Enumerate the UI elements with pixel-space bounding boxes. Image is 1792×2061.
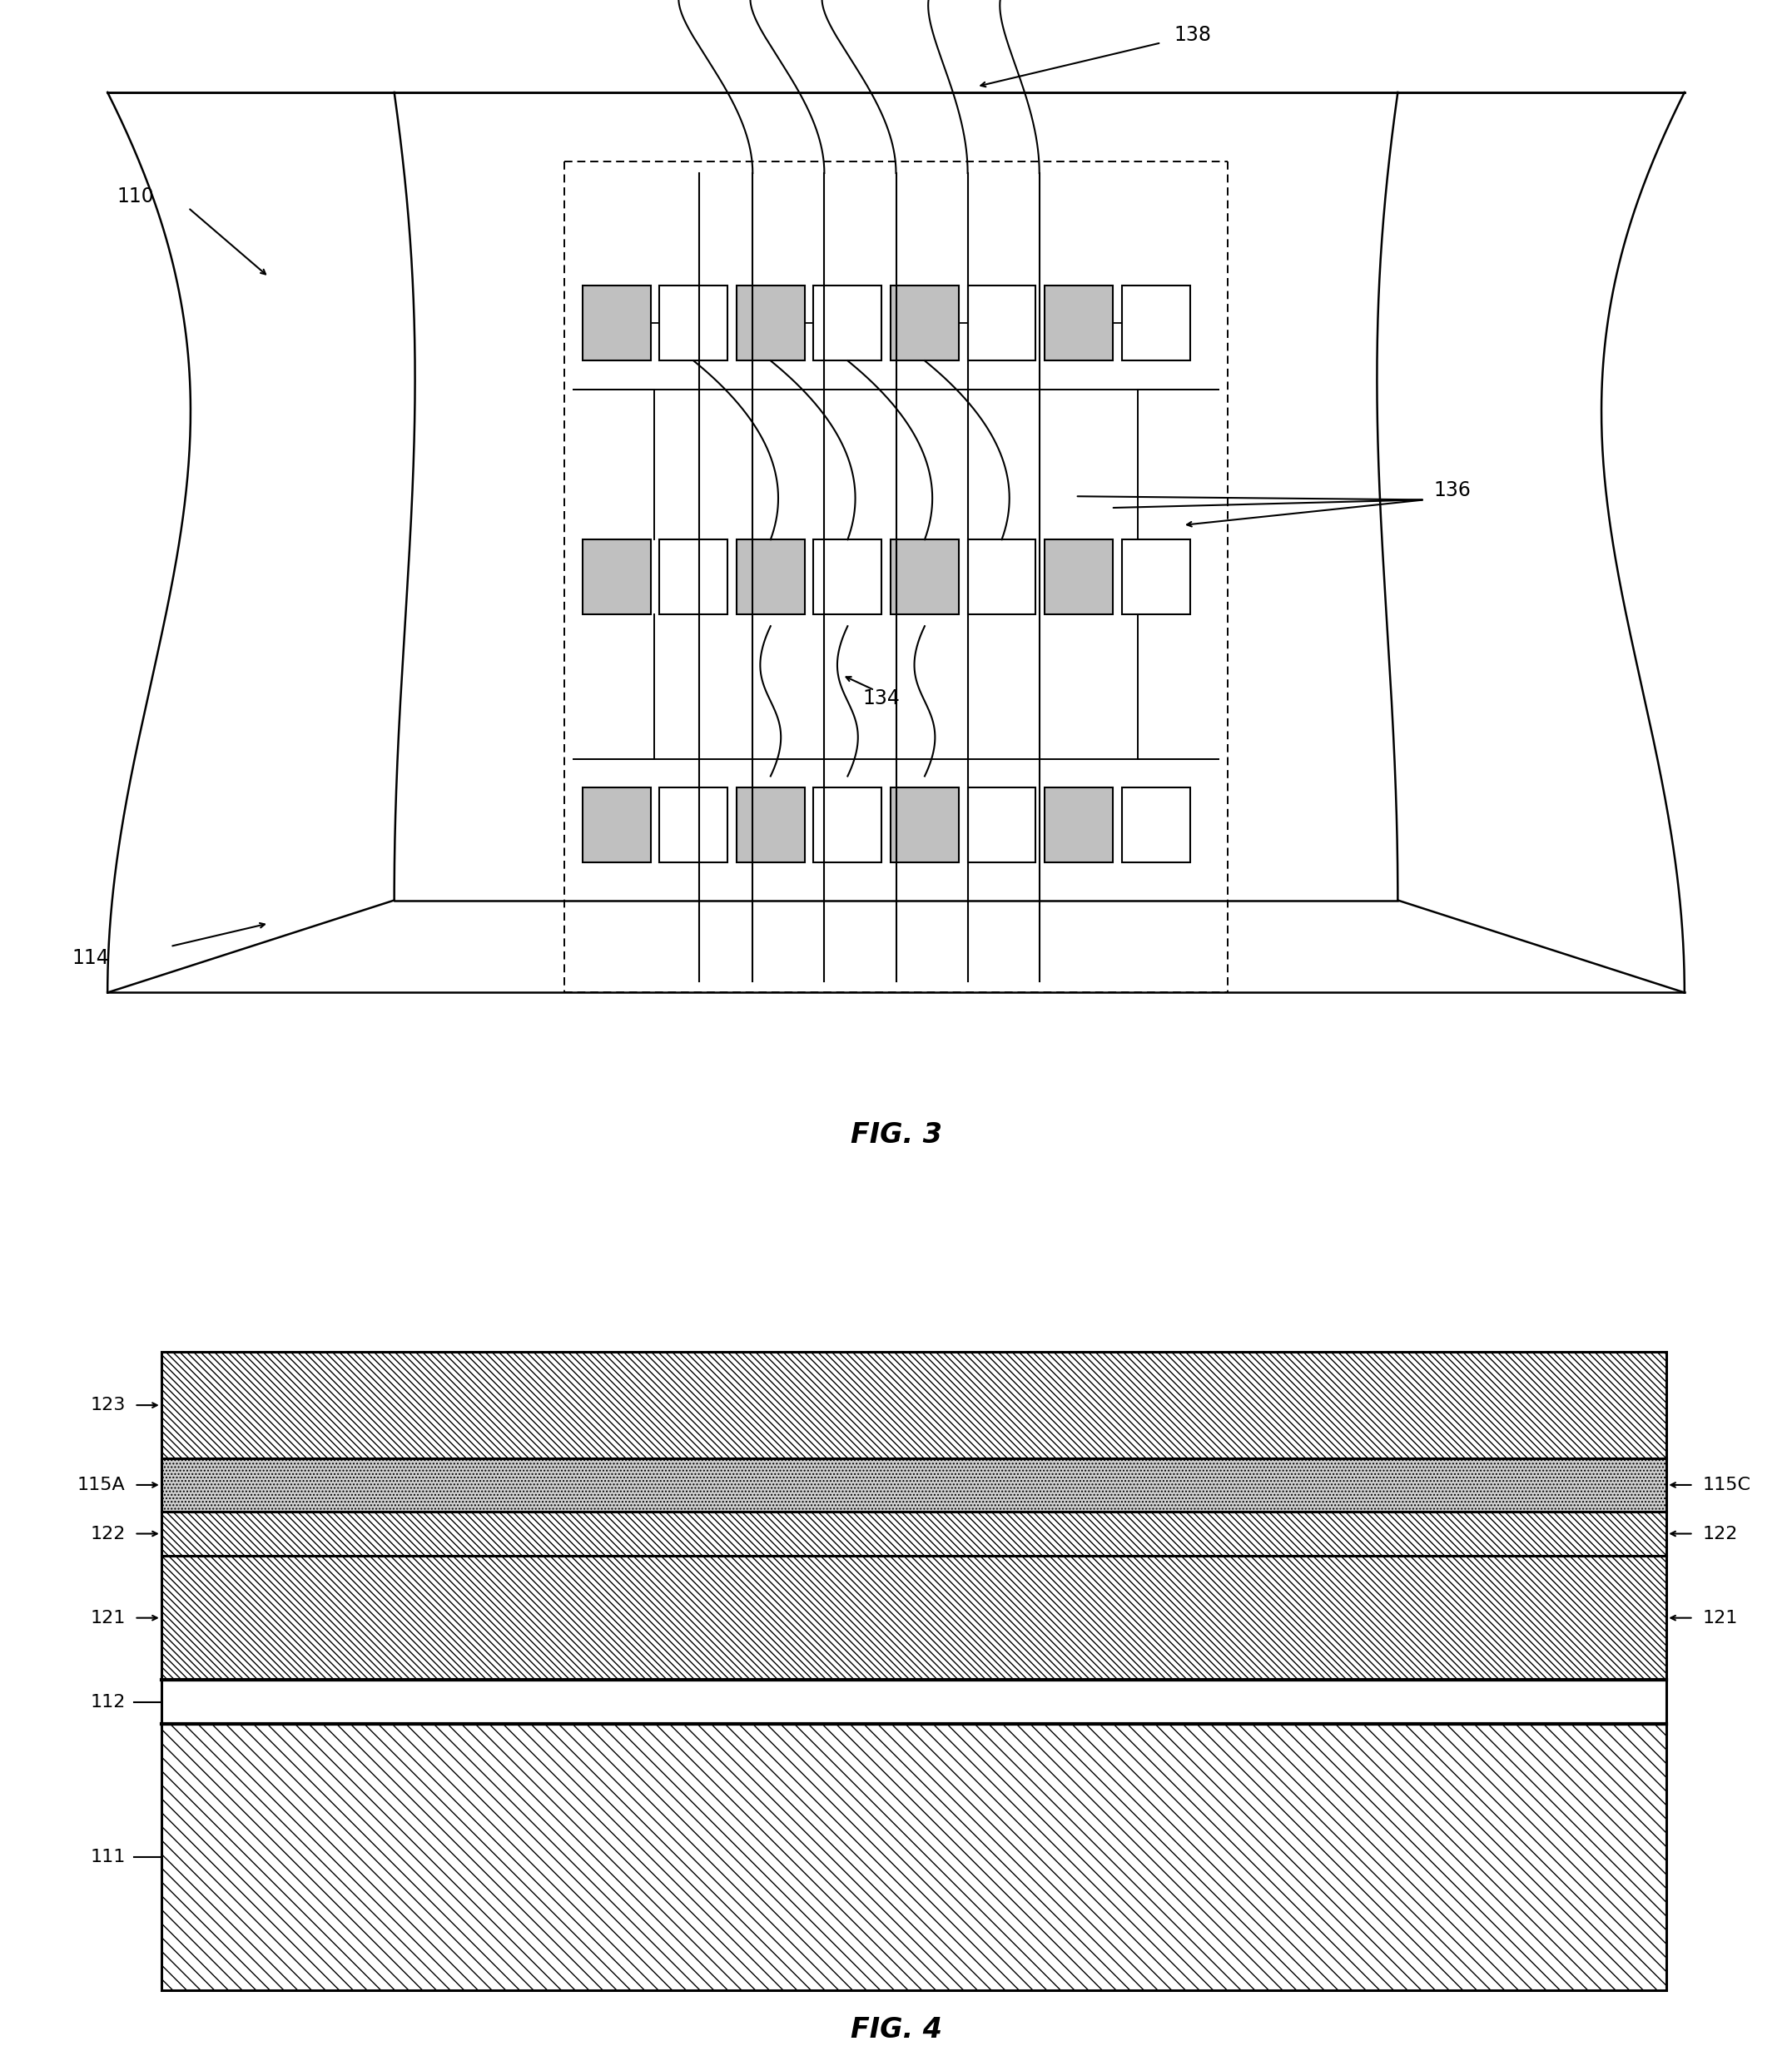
Text: 115C: 115C bbox=[1702, 1476, 1751, 1494]
Bar bbox=[161, 1680, 1667, 1725]
Bar bbox=[161, 1556, 1667, 1680]
Text: 122: 122 bbox=[1702, 1525, 1738, 1542]
Bar bbox=[659, 540, 728, 614]
Bar bbox=[659, 787, 728, 864]
Text: 134: 134 bbox=[864, 688, 900, 709]
Bar bbox=[1045, 286, 1113, 361]
Bar bbox=[1122, 286, 1190, 361]
Bar bbox=[659, 286, 728, 361]
Text: 136: 136 bbox=[1434, 480, 1471, 501]
Bar bbox=[1122, 787, 1190, 864]
Bar bbox=[1045, 540, 1113, 614]
Bar bbox=[968, 286, 1036, 361]
Text: 114: 114 bbox=[72, 948, 109, 969]
Text: 138: 138 bbox=[1174, 25, 1211, 45]
Bar bbox=[968, 540, 1036, 614]
Bar bbox=[968, 787, 1036, 864]
Bar bbox=[161, 1352, 1667, 1459]
Text: 122: 122 bbox=[90, 1525, 125, 1542]
Text: FIG. 3: FIG. 3 bbox=[849, 1121, 943, 1148]
Text: 121: 121 bbox=[1702, 1610, 1738, 1626]
Bar bbox=[582, 286, 650, 361]
Text: 121: 121 bbox=[90, 1610, 125, 1626]
Text: 115A: 115A bbox=[77, 1476, 125, 1494]
Text: FIG. 4: FIG. 4 bbox=[849, 2016, 943, 2042]
Bar bbox=[737, 540, 805, 614]
Bar bbox=[814, 286, 882, 361]
Bar bbox=[737, 286, 805, 361]
Bar bbox=[1122, 540, 1190, 614]
Text: 112: 112 bbox=[90, 1694, 125, 1711]
Bar bbox=[582, 540, 650, 614]
Bar bbox=[891, 540, 959, 614]
Bar bbox=[814, 787, 882, 864]
Bar bbox=[161, 1725, 1667, 1991]
Text: 123: 123 bbox=[90, 1397, 125, 1414]
Text: 110: 110 bbox=[116, 185, 154, 206]
Bar bbox=[737, 787, 805, 864]
Text: 111: 111 bbox=[90, 1849, 125, 1865]
Bar bbox=[814, 540, 882, 614]
Bar bbox=[582, 787, 650, 864]
Bar bbox=[161, 1459, 1667, 1511]
Bar bbox=[161, 1511, 1667, 1556]
Bar bbox=[891, 286, 959, 361]
Bar bbox=[891, 787, 959, 864]
Bar bbox=[1045, 787, 1113, 864]
